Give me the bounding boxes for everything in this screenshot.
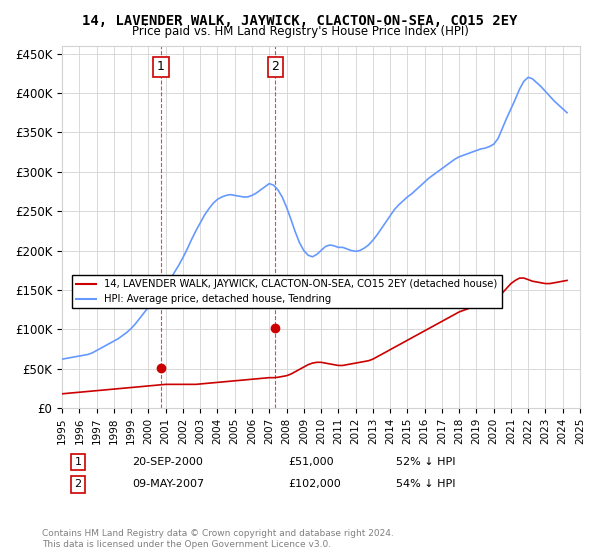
Text: 52% ↓ HPI: 52% ↓ HPI	[396, 457, 455, 467]
Text: 09-MAY-2007: 09-MAY-2007	[132, 479, 204, 489]
Text: 1: 1	[74, 457, 82, 467]
Text: Price paid vs. HM Land Registry's House Price Index (HPI): Price paid vs. HM Land Registry's House …	[131, 25, 469, 38]
Text: £102,000: £102,000	[288, 479, 341, 489]
Text: £51,000: £51,000	[288, 457, 334, 467]
Text: 1: 1	[157, 60, 165, 73]
Legend: 14, LAVENDER WALK, JAYWICK, CLACTON-ON-SEA, CO15 2EY (detached house), HPI: Aver: 14, LAVENDER WALK, JAYWICK, CLACTON-ON-S…	[72, 276, 502, 309]
Text: Contains HM Land Registry data © Crown copyright and database right 2024.
This d: Contains HM Land Registry data © Crown c…	[42, 529, 394, 549]
Text: 54% ↓ HPI: 54% ↓ HPI	[396, 479, 455, 489]
Text: 14, LAVENDER WALK, JAYWICK, CLACTON-ON-SEA, CO15 2EY: 14, LAVENDER WALK, JAYWICK, CLACTON-ON-S…	[82, 14, 518, 28]
Text: 2: 2	[272, 60, 280, 73]
Text: 20-SEP-2000: 20-SEP-2000	[132, 457, 203, 467]
Text: 2: 2	[74, 479, 82, 489]
